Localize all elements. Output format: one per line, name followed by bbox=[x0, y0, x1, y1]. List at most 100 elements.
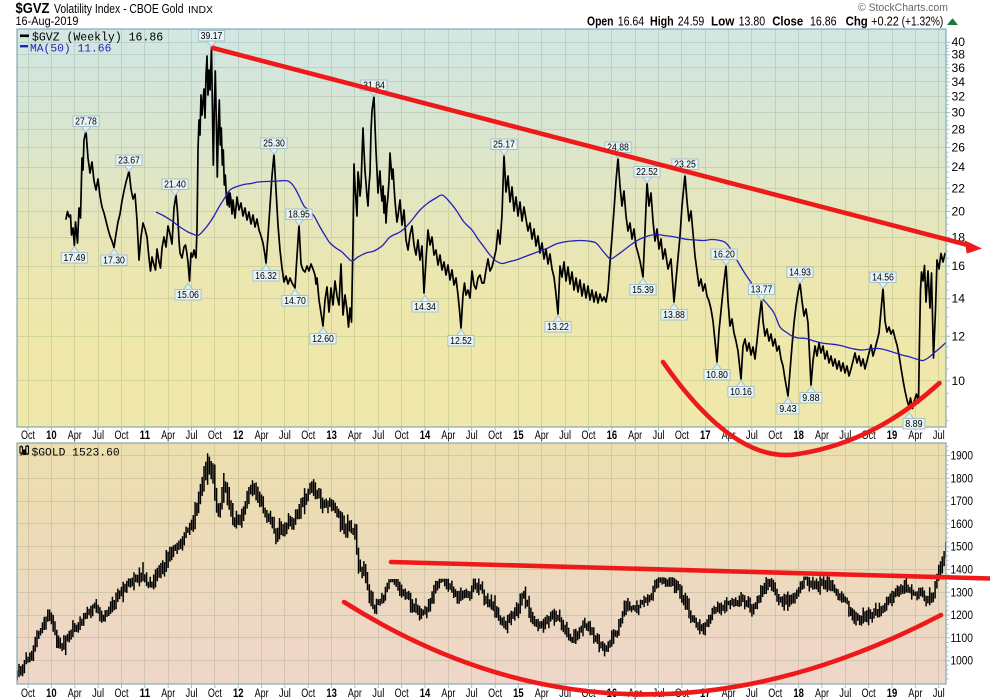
svg-text:15.39: 15.39 bbox=[632, 285, 654, 296]
svg-text:25.30: 25.30 bbox=[263, 139, 285, 150]
svg-text:Jul: Jul bbox=[933, 688, 945, 700]
svg-text:18: 18 bbox=[793, 688, 804, 700]
svg-text:Oct: Oct bbox=[301, 688, 316, 700]
svg-text:Oct: Oct bbox=[862, 688, 877, 700]
svg-text:16.86: 16.86 bbox=[810, 15, 837, 29]
svg-text:Apr: Apr bbox=[815, 430, 829, 442]
svg-text:13.80: 13.80 bbox=[739, 15, 766, 29]
svg-text:11: 11 bbox=[140, 688, 151, 700]
svg-text:23.25: 23.25 bbox=[674, 160, 696, 171]
svg-text:Oct: Oct bbox=[488, 430, 503, 442]
svg-text:16: 16 bbox=[952, 261, 966, 273]
svg-text:+0.22: +0.22 bbox=[871, 15, 899, 29]
svg-text:MA(50) 11.66: MA(50) 11.66 bbox=[30, 44, 112, 56]
svg-text:32: 32 bbox=[952, 92, 966, 104]
svg-text:Close: Close bbox=[772, 15, 803, 29]
svg-text:10: 10 bbox=[46, 688, 57, 700]
svg-text:28: 28 bbox=[952, 124, 966, 136]
svg-text:39.17: 39.17 bbox=[201, 31, 223, 42]
svg-text:Jul: Jul bbox=[466, 688, 478, 700]
svg-text:40: 40 bbox=[952, 37, 966, 49]
svg-text:Open: Open bbox=[587, 15, 614, 29]
svg-text:Apr: Apr bbox=[441, 430, 455, 442]
svg-text:22: 22 bbox=[952, 183, 966, 195]
svg-text:Jul: Jul bbox=[279, 430, 291, 442]
svg-text:13.88: 13.88 bbox=[663, 310, 685, 321]
svg-text:Apr: Apr bbox=[815, 688, 829, 700]
svg-text:$GVZ (Weekly) 16.86: $GVZ (Weekly) 16.86 bbox=[32, 32, 163, 45]
svg-text:Oct: Oct bbox=[21, 430, 36, 442]
svg-text:16.32: 16.32 bbox=[255, 271, 277, 282]
svg-text:Jul: Jul bbox=[186, 688, 198, 700]
svg-text:Jul: Jul bbox=[839, 688, 851, 700]
svg-text:8.89: 8.89 bbox=[905, 419, 923, 430]
svg-text:Apr: Apr bbox=[68, 688, 82, 700]
svg-text:Apr: Apr bbox=[628, 430, 642, 442]
svg-text:Apr: Apr bbox=[348, 430, 362, 442]
svg-text:12: 12 bbox=[952, 331, 966, 343]
svg-text:(+1.32%): (+1.32%) bbox=[902, 15, 944, 29]
svg-text:Oct: Oct bbox=[395, 430, 410, 442]
svg-text:13.22: 13.22 bbox=[547, 322, 569, 333]
svg-text:Volatility Index - CBOE Gold: Volatility Index - CBOE Gold bbox=[54, 2, 184, 16]
svg-text:13.77: 13.77 bbox=[751, 285, 773, 296]
svg-text:1400: 1400 bbox=[951, 565, 974, 577]
svg-text:Oct: Oct bbox=[301, 430, 316, 442]
svg-text:16-Aug-2019: 16-Aug-2019 bbox=[16, 16, 79, 28]
svg-text:Low: Low bbox=[711, 15, 735, 29]
svg-text:18.95: 18.95 bbox=[288, 210, 310, 221]
svg-text:1200: 1200 bbox=[951, 610, 974, 622]
svg-text:15: 15 bbox=[513, 688, 524, 700]
svg-text:19: 19 bbox=[887, 688, 898, 700]
svg-text:1600: 1600 bbox=[951, 519, 974, 531]
svg-text:10: 10 bbox=[46, 430, 57, 442]
svg-text:14: 14 bbox=[952, 294, 966, 306]
svg-text:Jul: Jul bbox=[746, 688, 758, 700]
svg-text:Jul: Jul bbox=[653, 430, 665, 442]
svg-text:Apr: Apr bbox=[908, 688, 922, 700]
svg-text:INDX: INDX bbox=[188, 4, 213, 16]
svg-text:1000: 1000 bbox=[951, 656, 974, 668]
svg-text:Apr: Apr bbox=[68, 430, 82, 442]
svg-text:34: 34 bbox=[952, 77, 966, 89]
svg-text:$GOLD 1523.60: $GOLD 1523.60 bbox=[32, 448, 120, 460]
svg-text:Oct: Oct bbox=[768, 430, 783, 442]
svg-text:Jul: Jul bbox=[933, 430, 945, 442]
svg-text:12.52: 12.52 bbox=[450, 336, 472, 347]
svg-text:9.88: 9.88 bbox=[802, 393, 820, 404]
svg-text:Oct: Oct bbox=[208, 430, 223, 442]
svg-text:12: 12 bbox=[233, 430, 244, 442]
svg-text:Jul: Jul bbox=[466, 430, 478, 442]
svg-text:Jul: Jul bbox=[372, 430, 384, 442]
svg-text:18: 18 bbox=[793, 430, 804, 442]
svg-text:36: 36 bbox=[952, 63, 966, 75]
svg-text:Oct: Oct bbox=[675, 430, 690, 442]
svg-text:Oct: Oct bbox=[208, 688, 223, 700]
svg-text:17.30: 17.30 bbox=[103, 256, 125, 267]
svg-text:14.34: 14.34 bbox=[414, 302, 436, 313]
svg-text:10.16: 10.16 bbox=[730, 387, 752, 398]
svg-text:24.88: 24.88 bbox=[607, 143, 629, 154]
svg-text:Apr: Apr bbox=[535, 688, 549, 700]
svg-text:Apr: Apr bbox=[161, 688, 175, 700]
svg-text:30: 30 bbox=[952, 108, 966, 120]
svg-text:26: 26 bbox=[952, 142, 966, 154]
svg-text:$GVZ: $GVZ bbox=[16, 1, 50, 17]
svg-text:14.93: 14.93 bbox=[789, 268, 811, 279]
svg-text:Apr: Apr bbox=[255, 688, 269, 700]
svg-text:Oct: Oct bbox=[488, 688, 503, 700]
svg-text:Oct: Oct bbox=[582, 430, 597, 442]
svg-text:Apr: Apr bbox=[161, 430, 175, 442]
svg-text:24: 24 bbox=[952, 162, 966, 174]
svg-text:High: High bbox=[650, 15, 674, 29]
svg-text:16.64: 16.64 bbox=[618, 15, 645, 29]
svg-text:Jul: Jul bbox=[372, 688, 384, 700]
svg-text:Jul: Jul bbox=[279, 688, 291, 700]
svg-text:Apr: Apr bbox=[348, 688, 362, 700]
svg-text:19: 19 bbox=[887, 430, 898, 442]
svg-text:Apr: Apr bbox=[255, 430, 269, 442]
svg-text:Apr: Apr bbox=[722, 688, 736, 700]
svg-text:1700: 1700 bbox=[951, 496, 974, 508]
svg-text:Jul: Jul bbox=[186, 430, 198, 442]
svg-text:1500: 1500 bbox=[951, 542, 974, 554]
